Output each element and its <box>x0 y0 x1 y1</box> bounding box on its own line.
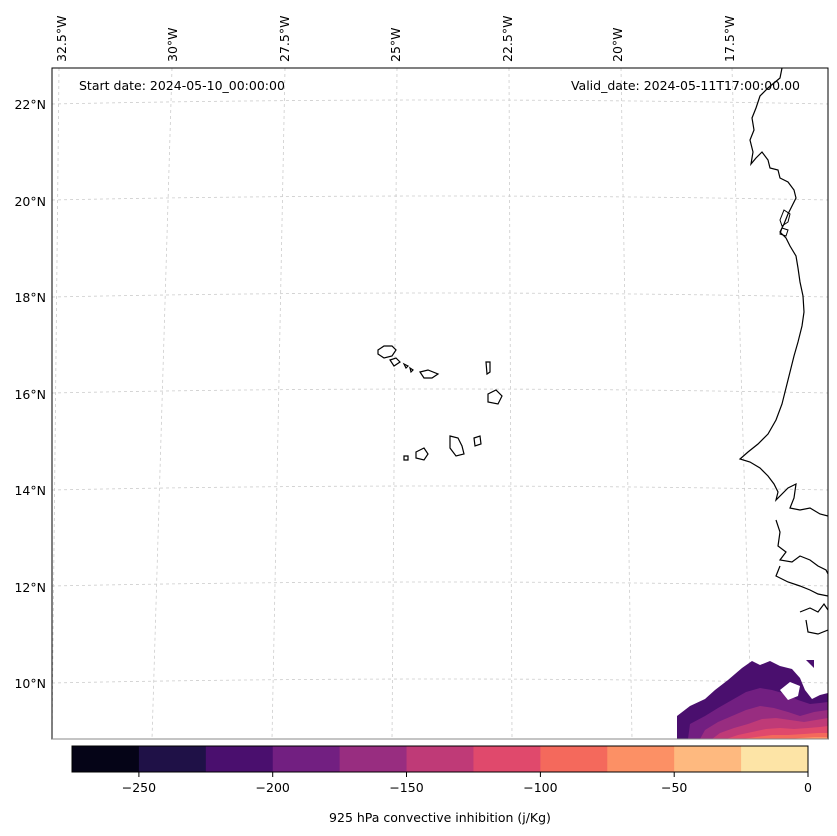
lon-label-22-5w: 22.5°W <box>500 16 515 62</box>
lon-label-25w: 25°W <box>388 27 403 62</box>
colorbar-swatches <box>72 746 809 772</box>
meridian-gridlines <box>52 68 753 739</box>
lat-label-14n: 14°N <box>14 483 46 498</box>
colorbar: −250 −200 −150 −100 −50 0 925 hPa convec… <box>71 745 812 825</box>
cbar-tick-neg50: −50 <box>661 780 687 795</box>
colorbar-frame <box>71 745 809 773</box>
latitude-labels: 22°N 20°N 18°N 16°N 14°N 12°N 10°N <box>14 97 46 691</box>
lat-label-22n: 22°N <box>14 97 46 112</box>
valid-date-label: Valid_date: 2024-05-11T17:00:00.00 <box>571 78 800 93</box>
colorbar-swatch <box>406 746 474 772</box>
colorbar-swatch <box>339 746 408 772</box>
colorbar-swatch <box>272 746 341 772</box>
lat-label-18n: 18°N <box>14 290 46 305</box>
lon-label-27-5w: 27.5°W <box>277 16 292 62</box>
lat-label-16n: 16°N <box>14 387 46 402</box>
lat-label-20n: 20°N <box>14 194 46 209</box>
colorbar-ticks <box>138 772 809 777</box>
colorbar-swatch <box>138 746 207 772</box>
colorbar-swatch <box>72 746 140 772</box>
cin-contours <box>677 660 828 739</box>
colorbar-swatch <box>607 746 675 772</box>
lon-label-17-5w: 17.5°W <box>722 16 737 62</box>
colorbar-swatch <box>473 746 541 772</box>
africa-coastline <box>738 68 828 517</box>
cape-verde-islands <box>377 345 503 461</box>
cbar-tick-neg200: −200 <box>256 780 290 795</box>
cbar-tick-0: 0 <box>804 780 812 795</box>
africa-coastline-south <box>775 519 828 635</box>
colorbar-swatch <box>674 746 742 772</box>
parallel-gridlines <box>52 99 828 684</box>
lat-label-12n: 12°N <box>14 580 46 595</box>
start-date-label: Start date: 2024-05-10_00:00:00 <box>79 78 285 93</box>
colorbar-swatch <box>205 746 274 772</box>
colorbar-label: 925 hPa convective inhibition (j/Kg) <box>329 810 551 825</box>
cbar-tick-neg150: −150 <box>389 780 423 795</box>
map-area <box>52 68 828 739</box>
colorbar-tick-labels: −250 −200 −150 −100 −50 0 <box>122 780 812 795</box>
lon-label-20w: 20°W <box>610 27 625 62</box>
lon-label-32-5w: 32.5°W <box>54 16 69 62</box>
lat-label-10n: 10°N <box>14 676 46 691</box>
gambia-detail <box>779 209 791 237</box>
colorbar-swatch <box>540 746 608 772</box>
longitude-labels: 32.5°W 30°W 27.5°W 25°W 22.5°W 20°W 17.5… <box>54 16 737 62</box>
cbar-tick-neg100: −100 <box>523 780 557 795</box>
colorbar-swatch <box>741 746 809 772</box>
cbar-tick-neg250: −250 <box>122 780 156 795</box>
lon-label-30w: 30°W <box>165 27 180 62</box>
